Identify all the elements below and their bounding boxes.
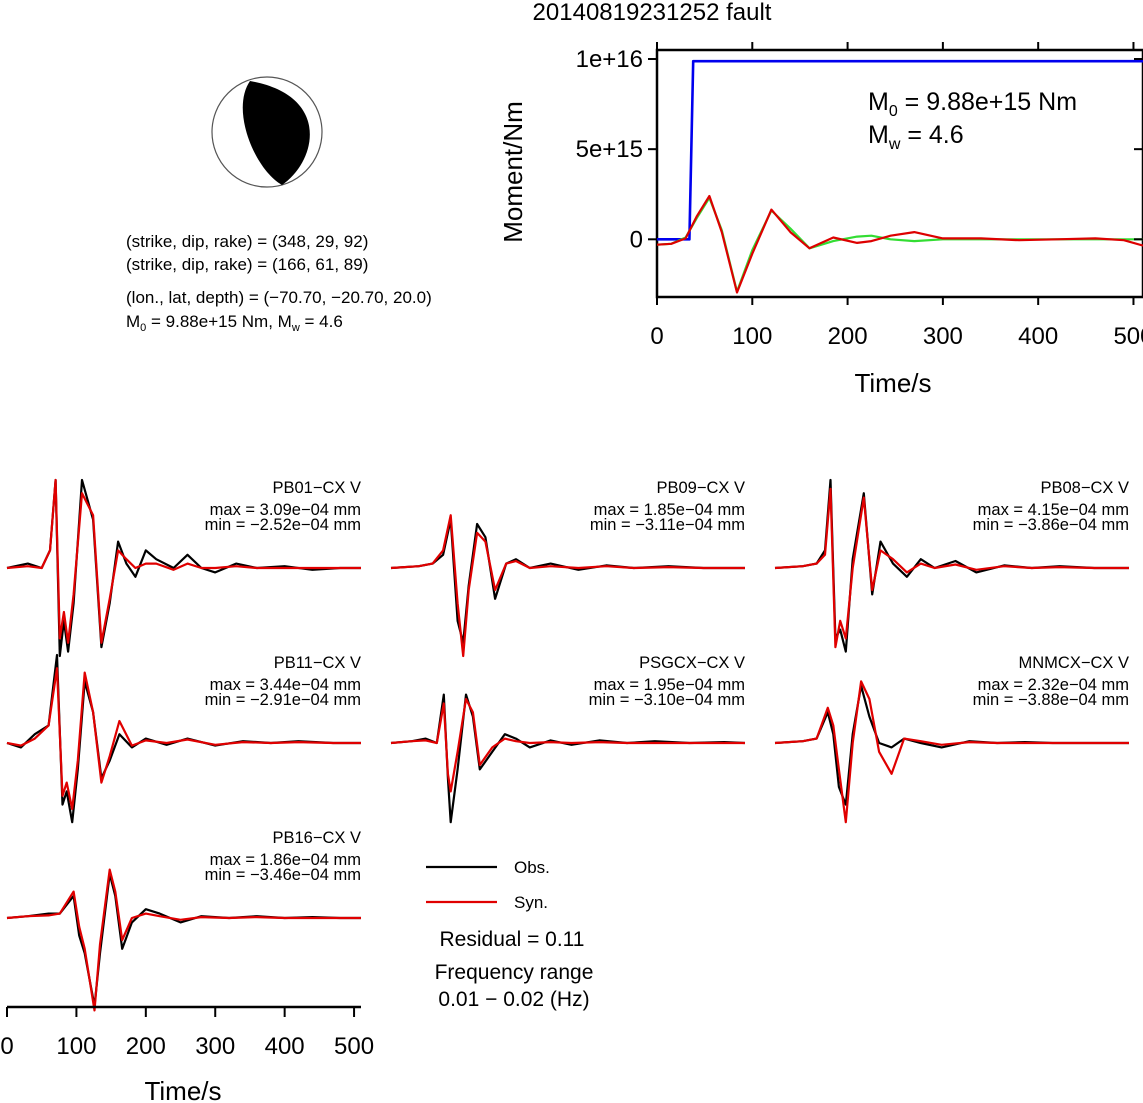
station-max-label: max = 1.86e−04 mm <box>210 851 361 869</box>
moment-x-tick-label: 400 <box>1018 323 1058 350</box>
station-min-label: min = −3.11e−04 mm <box>590 516 745 534</box>
frequency-range-title: Frequency range <box>435 961 594 984</box>
station-name: PB09−CX V <box>656 479 745 497</box>
legend-obs-label: Obs. <box>514 858 550 877</box>
moment-x-tick-label: 200 <box>828 323 868 350</box>
moment-x-tick-label: 300 <box>923 323 963 350</box>
waveform-x-ticks: 0 100 200 300 400 500 <box>0 1007 374 1060</box>
moment-x-tick-label: 100 <box>732 323 772 350</box>
observed-waveform <box>390 518 745 644</box>
station-max-label: max = 3.09e−04 mm <box>210 501 361 519</box>
moment-series-group <box>656 59 1143 294</box>
legend-syn-label: Syn. <box>514 893 548 912</box>
moment-y-axis-label: Moment/Nm <box>498 101 528 243</box>
moment-series-line <box>656 196 1143 293</box>
plane1-text: (strike, dip, rake) = (348, 29, 92) <box>126 232 368 251</box>
station-name: PB11−CX V <box>274 654 361 672</box>
station-min-label: min = −3.88e−04 mm <box>973 691 1129 709</box>
moment-y-tick-label: 1e+16 <box>576 46 643 73</box>
plane2-text: (strike, dip, rake) = (166, 61, 89) <box>126 255 368 274</box>
moment-function-chart: 0 5e+15 1e+16 0 100 200 300 400 500 Moment/Nm T… <box>498 42 1143 398</box>
observed-waveform <box>6 872 361 1008</box>
location-text: (lon., lat, depth) = (−70.70, −20.70, 20… <box>126 288 432 307</box>
waveform-x-axis-label: Time/s <box>144 1076 221 1103</box>
moment-plot-frame <box>655 48 1143 299</box>
station-max-label: max = 1.85e−04 mm <box>594 501 745 519</box>
waveform-time-axis: 0 100 200 300 400 500 Time/s <box>0 1005 374 1103</box>
synthetic-waveform <box>774 680 1129 824</box>
station-name: PB08−CX V <box>1040 479 1129 497</box>
station-max-label: max = 4.15e−04 mm <box>978 501 1129 519</box>
synthetic-waveform <box>774 487 1129 649</box>
station-name: PB01−CX V <box>272 479 361 497</box>
moment-m0-annotation: M0 = 9.88e+15 Nm <box>868 88 1077 120</box>
moment-x-ticks: 0 100 200 300 400 500 <box>650 42 1143 350</box>
station-max-label: max = 2.32e−04 mm <box>978 676 1129 694</box>
moment-series-line <box>657 59 1143 241</box>
station-min-label: min = −2.91e−04 mm <box>205 691 361 709</box>
station-name: MNMCX−CX V <box>1019 654 1129 672</box>
station-min-label: min = −2.52e−04 mm <box>205 516 361 534</box>
station-name: PB16−CX V <box>272 829 361 847</box>
moment-y-tick-label: 5e+15 <box>576 136 643 163</box>
station-min-label: min = −3.10e−04 mm <box>589 691 745 709</box>
moment-x-axis-label: Time/s <box>854 368 931 398</box>
moment-y-ticks: 0 5e+15 1e+16 <box>576 46 1143 253</box>
station-min-label: min = −3.46e−04 mm <box>205 866 361 884</box>
moment-y-tick-label: 0 <box>630 226 643 253</box>
waveform-x-tick-label: 100 <box>56 1033 96 1060</box>
station-min-label: min = −3.86e−04 mm <box>973 516 1129 534</box>
waveform-x-tick-label: 300 <box>195 1033 235 1060</box>
station-name: PSGCX−CX V <box>639 654 745 672</box>
waveform-x-tick-label: 200 <box>126 1033 166 1060</box>
figure-title: 20140819231252 fault <box>533 0 772 26</box>
moment-series-line <box>656 194 1143 294</box>
moment-mw-annotation: Mw = 4.6 <box>868 121 964 153</box>
station-max-label: max = 1.95e−04 mm <box>594 676 745 694</box>
synthetic-waveform <box>6 667 361 811</box>
beachball-compressional-quadrant <box>242 81 310 185</box>
moment-x-tick-label: 500 <box>1113 323 1143 350</box>
residual-text: Residual = 0.11 <box>440 928 585 951</box>
waveform-x-tick-label: 400 <box>265 1033 305 1060</box>
legend: Obs. Syn. <box>426 858 550 912</box>
synthetic-waveform <box>390 514 745 658</box>
synthetic-waveform <box>6 868 361 1012</box>
waveform-x-tick-label: 500 <box>334 1033 374 1060</box>
waveform-x-tick-label: 0 <box>0 1033 13 1060</box>
moment-x-tick-label: 0 <box>650 323 663 350</box>
moment-text: M0 = 9.88e+15 Nm, Mw = 4.6 <box>126 312 343 334</box>
frequency-range-value: 0.01 − 0.02 (Hz) <box>438 988 589 1011</box>
synthetic-waveform <box>6 478 361 644</box>
station-max-label: max = 3.44e−04 mm <box>210 676 361 694</box>
synthetic-waveform <box>390 697 745 793</box>
beachball <box>211 76 323 188</box>
